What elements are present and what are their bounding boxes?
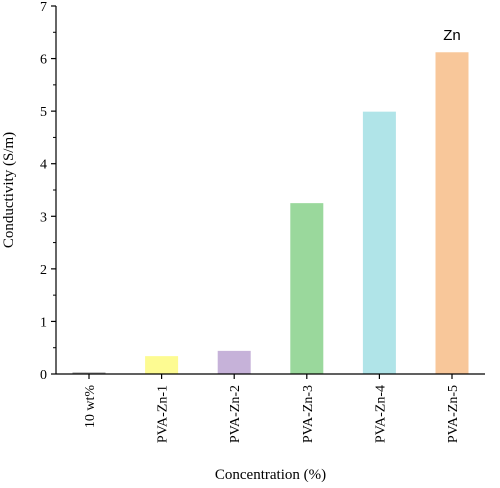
y-tick-label: 7: [40, 0, 47, 15]
bar-2: [217, 350, 251, 374]
bar-3: [290, 203, 324, 374]
x-ticks-group: 10 wt% PVA-Zn-1 PVA-Zn-2 PVA-Zn-3 PVA-Zn-4 PV…: [83, 374, 461, 443]
y-tick-label: 0: [40, 368, 47, 383]
bars-group: [72, 52, 469, 375]
x-tick-label: PVA-Zn-4: [373, 385, 388, 443]
bar-4: [362, 111, 396, 374]
axes-group: [55, 6, 485, 375]
annotations-group: Zn: [443, 27, 461, 44]
annotation-label: Zn: [443, 27, 461, 44]
y-tick-label: 3: [40, 210, 47, 225]
bar-0: [72, 372, 106, 374]
x-axis-title: Concentration (%): [215, 467, 326, 483]
y-ticks-group: 0 1 2 3 4 5 6 7: [40, 0, 56, 383]
y-axis-title: Conductivity (S/m): [1, 132, 17, 248]
x-tick-label: PVA-Zn-5: [446, 385, 461, 443]
x-tick-label: PVA-Zn-1: [156, 385, 171, 443]
x-tick-label: PVA-Zn-2: [228, 385, 243, 443]
y-tick-label: 2: [40, 263, 47, 278]
y-tick-label: 4: [40, 158, 47, 173]
x-tick-label: PVA-Zn-3: [301, 385, 316, 443]
y-tick-label: 6: [40, 53, 47, 68]
bar-5: [435, 52, 469, 375]
y-tick-label: 5: [40, 105, 47, 120]
x-tick-label: 10 wt%: [83, 385, 98, 429]
y-tick-label: 1: [40, 315, 47, 330]
bar-1: [145, 356, 179, 374]
